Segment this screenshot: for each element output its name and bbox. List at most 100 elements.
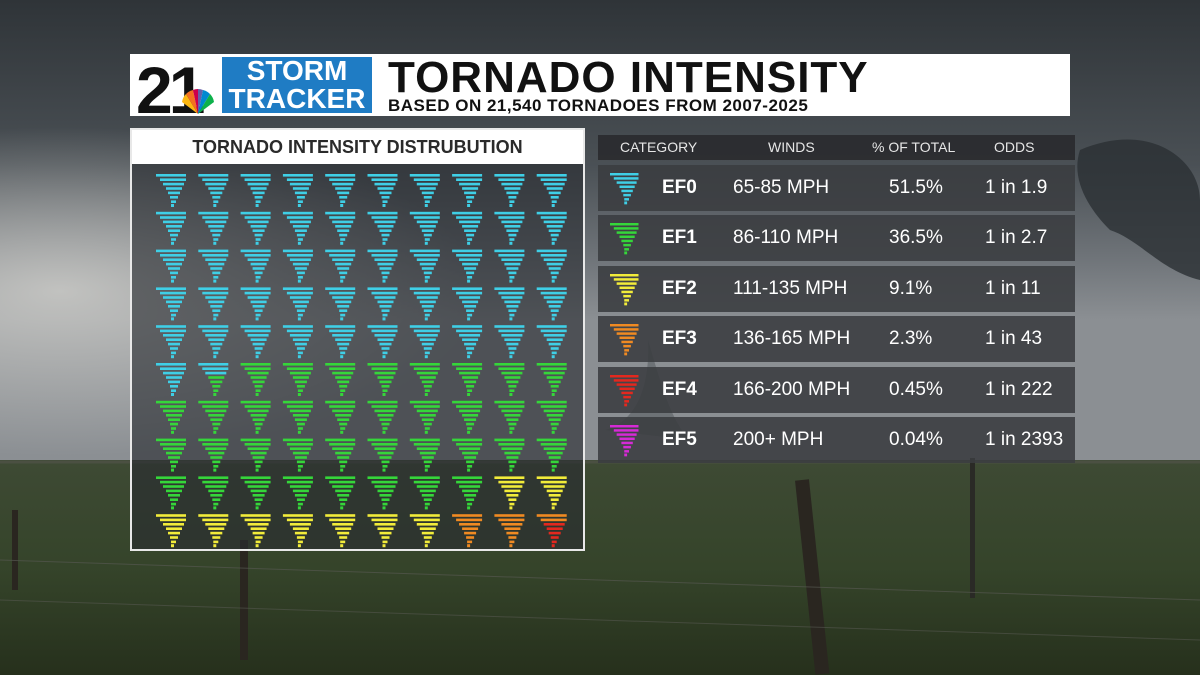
pictogram-unit [325, 400, 356, 434]
pictogram-unit [409, 287, 440, 321]
row-winds: 86-110 MPH [733, 227, 839, 248]
pictogram-unit [367, 249, 398, 283]
pictogram-unit [240, 438, 271, 472]
pictogram-unit [282, 325, 313, 359]
row-percent: 0.04% [889, 429, 943, 450]
station-logo: 21 STORM TRACKER [130, 53, 376, 127]
pictogram-unit [198, 174, 229, 207]
row-category: EF2 [662, 278, 697, 299]
table-row-ef0: EF0 65-85 MPH 51.5% 1 in 1.9 [598, 165, 1075, 211]
pictogram-unit [494, 476, 525, 510]
row-odds: 1 in 2393 [985, 429, 1064, 450]
row-percent: 0.45% [889, 379, 943, 400]
pictogram-unit [409, 476, 440, 510]
pictogram-unit [198, 325, 229, 359]
tornado-pictogram [156, 174, 567, 548]
pictogram-unit [409, 249, 440, 283]
pictogram-unit [325, 438, 356, 472]
row-category: EF3 [662, 328, 697, 349]
pictogram-unit [240, 325, 271, 359]
title-banner: TORNADO INTENSITY BASED ON 21,540 TORNAD… [376, 54, 1070, 116]
pictogram-unit [367, 438, 398, 472]
pictogram-unit [198, 211, 229, 245]
pictogram-unit [536, 400, 567, 434]
pictogram-unit [452, 514, 483, 548]
header-odds: ODDS [994, 139, 1035, 155]
page-title: TORNADO INTENSITY [388, 53, 869, 102]
pictogram-unit [494, 325, 525, 359]
row-percent: 36.5% [889, 227, 943, 248]
table-row-ef3: EF3 136-165 MPH 2.3% 1 in 43 [598, 316, 1075, 362]
pictogram-unit [325, 174, 356, 207]
pictogram-unit [282, 476, 313, 510]
pictogram-unit [494, 287, 525, 321]
pictogram-unit [325, 363, 356, 396]
pictogram-unit [536, 174, 567, 207]
pictogram-unit [452, 325, 483, 359]
pictogram-unit [156, 400, 186, 434]
pictogram-unit [282, 400, 313, 434]
row-category: EF1 [662, 227, 697, 248]
logo-tracker-text: TRACKER [228, 83, 366, 114]
row-odds: 1 in 2.7 [985, 227, 1048, 248]
pictogram-unit [409, 211, 440, 245]
pictogram-unit [282, 514, 313, 548]
pictogram-unit [452, 438, 483, 472]
pictogram-unit [494, 363, 525, 396]
table-header: CATEGORY WINDS % OF TOTAL ODDS [598, 135, 1075, 160]
row-winds: 200+ MPH [733, 429, 824, 450]
pictogram-unit [494, 438, 525, 472]
pictogram-unit [156, 476, 186, 510]
pictogram-unit [240, 514, 271, 548]
pictogram-unit [282, 287, 313, 321]
pictogram-unit [409, 363, 440, 396]
pictogram-unit [536, 325, 567, 359]
pictogram-unit [156, 438, 186, 472]
pictogram-unit [282, 174, 313, 207]
pictogram-unit [156, 287, 186, 321]
pictogram-unit [536, 363, 567, 396]
pictogram-unit [409, 400, 440, 434]
pictogram-unit [240, 174, 271, 207]
pictogram-unit [367, 174, 398, 207]
distribution-panel: TORNADO INTENSITY DISTRUBUTION [130, 128, 585, 551]
pictogram-unit [325, 325, 356, 359]
header-category: CATEGORY [620, 139, 698, 155]
pictogram-unit [325, 476, 356, 510]
tornado-icon [610, 324, 639, 356]
pictogram-unit [409, 174, 440, 207]
pictogram-unit [240, 363, 271, 396]
pictogram-unit [452, 211, 483, 245]
pictogram-unit [536, 249, 567, 283]
tornado-icon [610, 274, 639, 306]
row-percent: 2.3% [889, 328, 933, 349]
pictogram-unit [198, 400, 229, 434]
pictogram-unit [367, 476, 398, 510]
logo-storm-text: STORM [246, 55, 348, 86]
pictogram-unit [240, 400, 271, 434]
table-row-ef5: EF5 200+ MPH 0.04% 1 in 2393 [598, 417, 1075, 463]
pictogram-unit [282, 249, 313, 283]
tornado-icon [610, 223, 639, 255]
pictogram-unit [240, 287, 271, 321]
pictogram-unit [282, 363, 313, 396]
pictogram-unit [452, 400, 483, 434]
row-percent: 9.1% [889, 278, 933, 299]
pictogram-unit [452, 249, 483, 283]
pictogram-unit [494, 211, 525, 245]
row-odds: 1 in 222 [985, 379, 1053, 400]
pictogram-unit [494, 400, 525, 434]
pictogram-unit [367, 211, 398, 245]
pictogram-unit [325, 514, 356, 548]
pictogram-unit [409, 325, 440, 359]
pictogram-unit [452, 287, 483, 321]
header-winds: WINDS [768, 139, 815, 155]
pictogram-unit [198, 363, 229, 396]
distribution-title: TORNADO INTENSITY DISTRUBUTION [132, 130, 583, 164]
row-odds: 1 in 11 [985, 278, 1041, 299]
pictogram-unit [494, 249, 525, 283]
row-category: EF0 [662, 177, 697, 198]
table-row-ef1: EF1 86-110 MPH 36.5% 1 in 2.7 [598, 215, 1075, 261]
pictogram-unit [409, 514, 440, 548]
pictogram-unit [198, 249, 229, 283]
